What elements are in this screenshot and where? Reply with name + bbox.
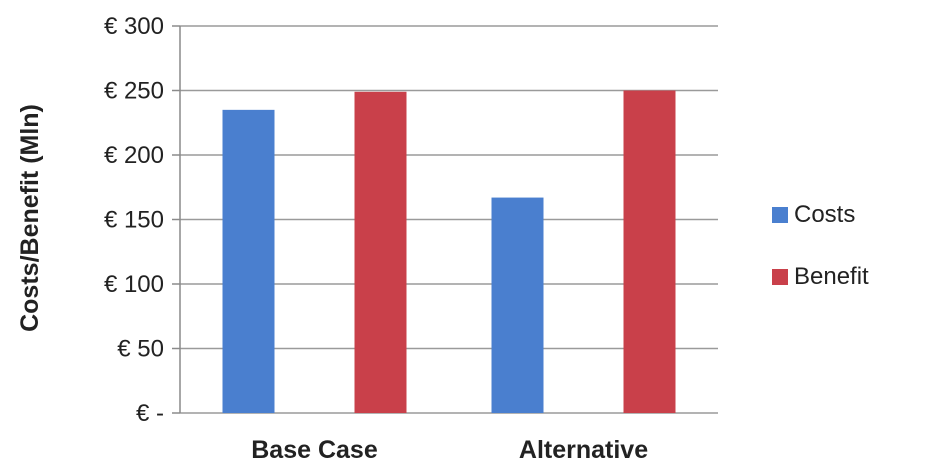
x-category-label: Alternative — [519, 436, 648, 464]
axes: € - € 50 € 100 € 150 € 200 € 250 € 300 Base Cas… — [104, 13, 648, 464]
bar-costs-base-case — [222, 109, 275, 413]
y-tick-label: € 150 — [104, 207, 164, 234]
y-tick-label: € 300 — [104, 13, 164, 40]
legend-swatch-costs — [772, 207, 788, 223]
y-tick-label: € - — [136, 400, 164, 427]
legend-label-costs: Costs — [794, 201, 855, 228]
legend-swatch-benefit — [772, 269, 788, 285]
legend-label-benefit: Benefit — [794, 263, 869, 290]
x-category-label: Base Case — [251, 436, 378, 464]
bar-costs-alternative — [491, 197, 544, 413]
y-tick-label: € 50 — [117, 336, 164, 363]
y-tick-label: € 250 — [104, 78, 164, 105]
bar-benefit-alternative — [623, 90, 676, 413]
y-tick-label: € 200 — [104, 142, 164, 169]
legend: Costs Benefit — [772, 201, 869, 290]
y-tick-label: € 100 — [104, 271, 164, 298]
bar-benefit-base-case — [354, 91, 407, 413]
y-axis-title: Costs/Benefit (Mln) — [16, 104, 44, 332]
bars — [222, 90, 676, 413]
